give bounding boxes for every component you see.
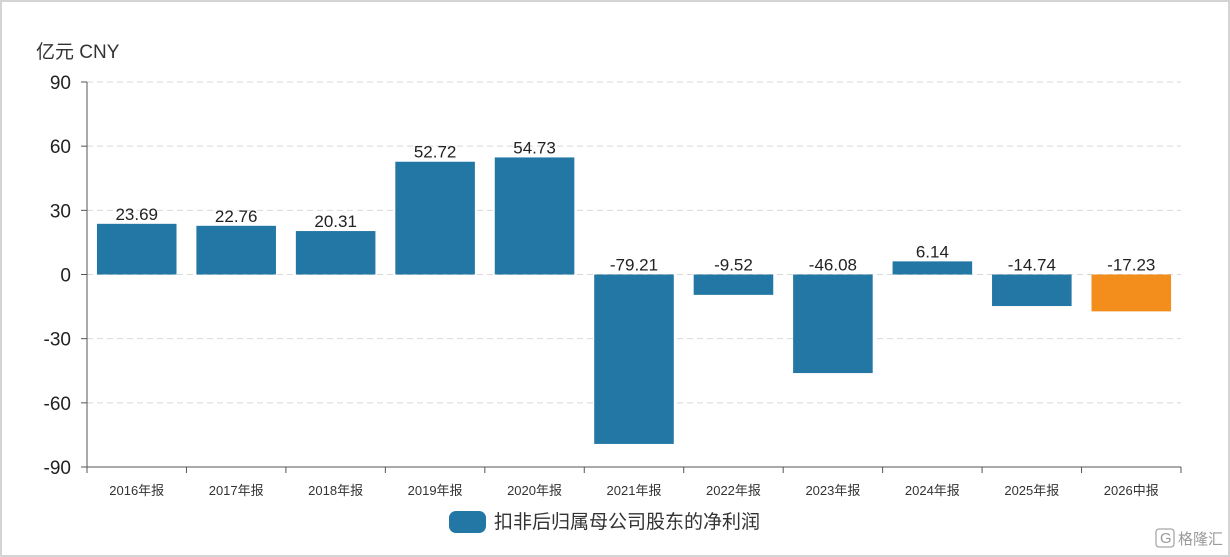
data-label: -14.74 bbox=[1008, 256, 1056, 275]
bars bbox=[96, 157, 1172, 444]
bar bbox=[494, 157, 575, 275]
data-labels: 23.69 22.76 20.31 52.72 54.73 -79.21 -9.52 -46.… bbox=[115, 138, 1155, 274]
x-tick-label: 2020年报 bbox=[507, 483, 562, 498]
data-label: 20.31 bbox=[314, 212, 357, 231]
data-label: 6.14 bbox=[916, 242, 949, 261]
data-label: 54.73 bbox=[513, 138, 556, 157]
axes: 90 60 30 0 -30 -60 -90 2016年报 2017年报 2018年报 2019年报… bbox=[44, 73, 1182, 498]
y-tick-label: 30 bbox=[50, 201, 71, 222]
x-tick-label: 2016年报 bbox=[109, 483, 164, 498]
x-tick-label: 2023年报 bbox=[805, 483, 860, 498]
y-tick-label: -30 bbox=[44, 330, 71, 351]
x-tick-label: 2021年报 bbox=[607, 483, 662, 498]
legend-label: 扣非后归属母公司股东的净利润 bbox=[494, 511, 760, 533]
watermark-logo-icon: G bbox=[1160, 530, 1172, 547]
bar bbox=[892, 261, 973, 275]
bar bbox=[1091, 274, 1172, 312]
y-tick-label: 90 bbox=[50, 73, 71, 94]
data-label: -17.23 bbox=[1107, 256, 1155, 275]
bar bbox=[793, 274, 873, 374]
x-tick-label: 2019年报 bbox=[408, 483, 463, 498]
data-label: -79.21 bbox=[610, 256, 658, 275]
legend-swatch bbox=[449, 511, 486, 533]
data-label: 23.69 bbox=[115, 205, 158, 224]
y-tick-label: 0 bbox=[60, 266, 71, 287]
watermark-logo-box bbox=[1155, 528, 1175, 548]
data-label: 52.72 bbox=[414, 143, 457, 162]
x-tick-label: 2024年报 bbox=[905, 483, 960, 498]
bar bbox=[295, 231, 376, 275]
y-tick-label: -60 bbox=[44, 394, 71, 415]
data-label: -9.52 bbox=[714, 256, 753, 275]
x-tick-label: 2022年报 bbox=[706, 483, 761, 498]
legend: 扣非后归属母公司股东的净利润 bbox=[449, 511, 760, 533]
y-tick-label: -90 bbox=[44, 458, 71, 479]
x-tick-label: 2025年报 bbox=[1004, 483, 1059, 498]
bar bbox=[96, 223, 177, 275]
watermark-text: 格隆汇 bbox=[1178, 531, 1223, 548]
x-tick-label: 2017年报 bbox=[209, 483, 264, 498]
y-tick-label: 60 bbox=[50, 137, 71, 158]
bar bbox=[395, 161, 475, 275]
bar bbox=[196, 225, 276, 275]
data-label: -46.08 bbox=[809, 256, 857, 275]
bar bbox=[693, 274, 774, 295]
x-tick-label: 2018年报 bbox=[308, 483, 363, 498]
data-label: 22.76 bbox=[215, 207, 258, 226]
bar bbox=[992, 274, 1072, 307]
watermark: G 格隆汇 bbox=[1155, 528, 1223, 548]
bar bbox=[594, 274, 674, 444]
y-axis-unit-label: 亿元 CNY bbox=[36, 41, 120, 63]
x-tick-label: 2026中报 bbox=[1104, 483, 1159, 498]
